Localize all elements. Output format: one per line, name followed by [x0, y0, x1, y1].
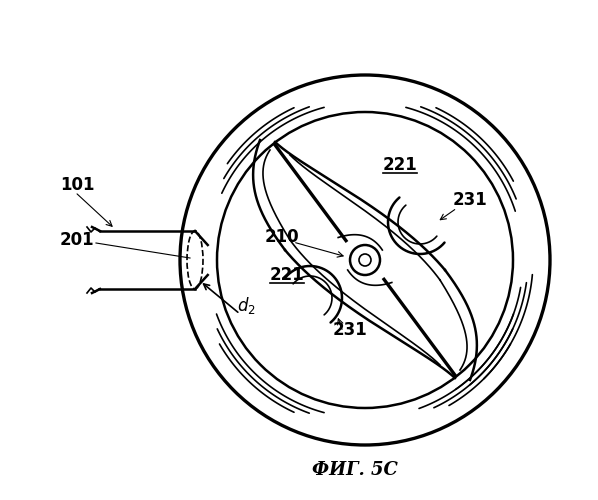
Text: $d_2$: $d_2$: [237, 295, 256, 316]
Text: 231: 231: [453, 191, 488, 209]
Text: 210: 210: [265, 228, 300, 246]
Text: 201: 201: [60, 231, 94, 249]
Circle shape: [359, 254, 371, 266]
Circle shape: [350, 245, 380, 275]
Text: 221: 221: [270, 266, 305, 284]
Text: 101: 101: [60, 176, 94, 194]
Text: 231: 231: [333, 321, 368, 339]
Text: ФИГ. 5C: ФИГ. 5C: [312, 461, 398, 479]
Text: 221: 221: [383, 156, 418, 174]
